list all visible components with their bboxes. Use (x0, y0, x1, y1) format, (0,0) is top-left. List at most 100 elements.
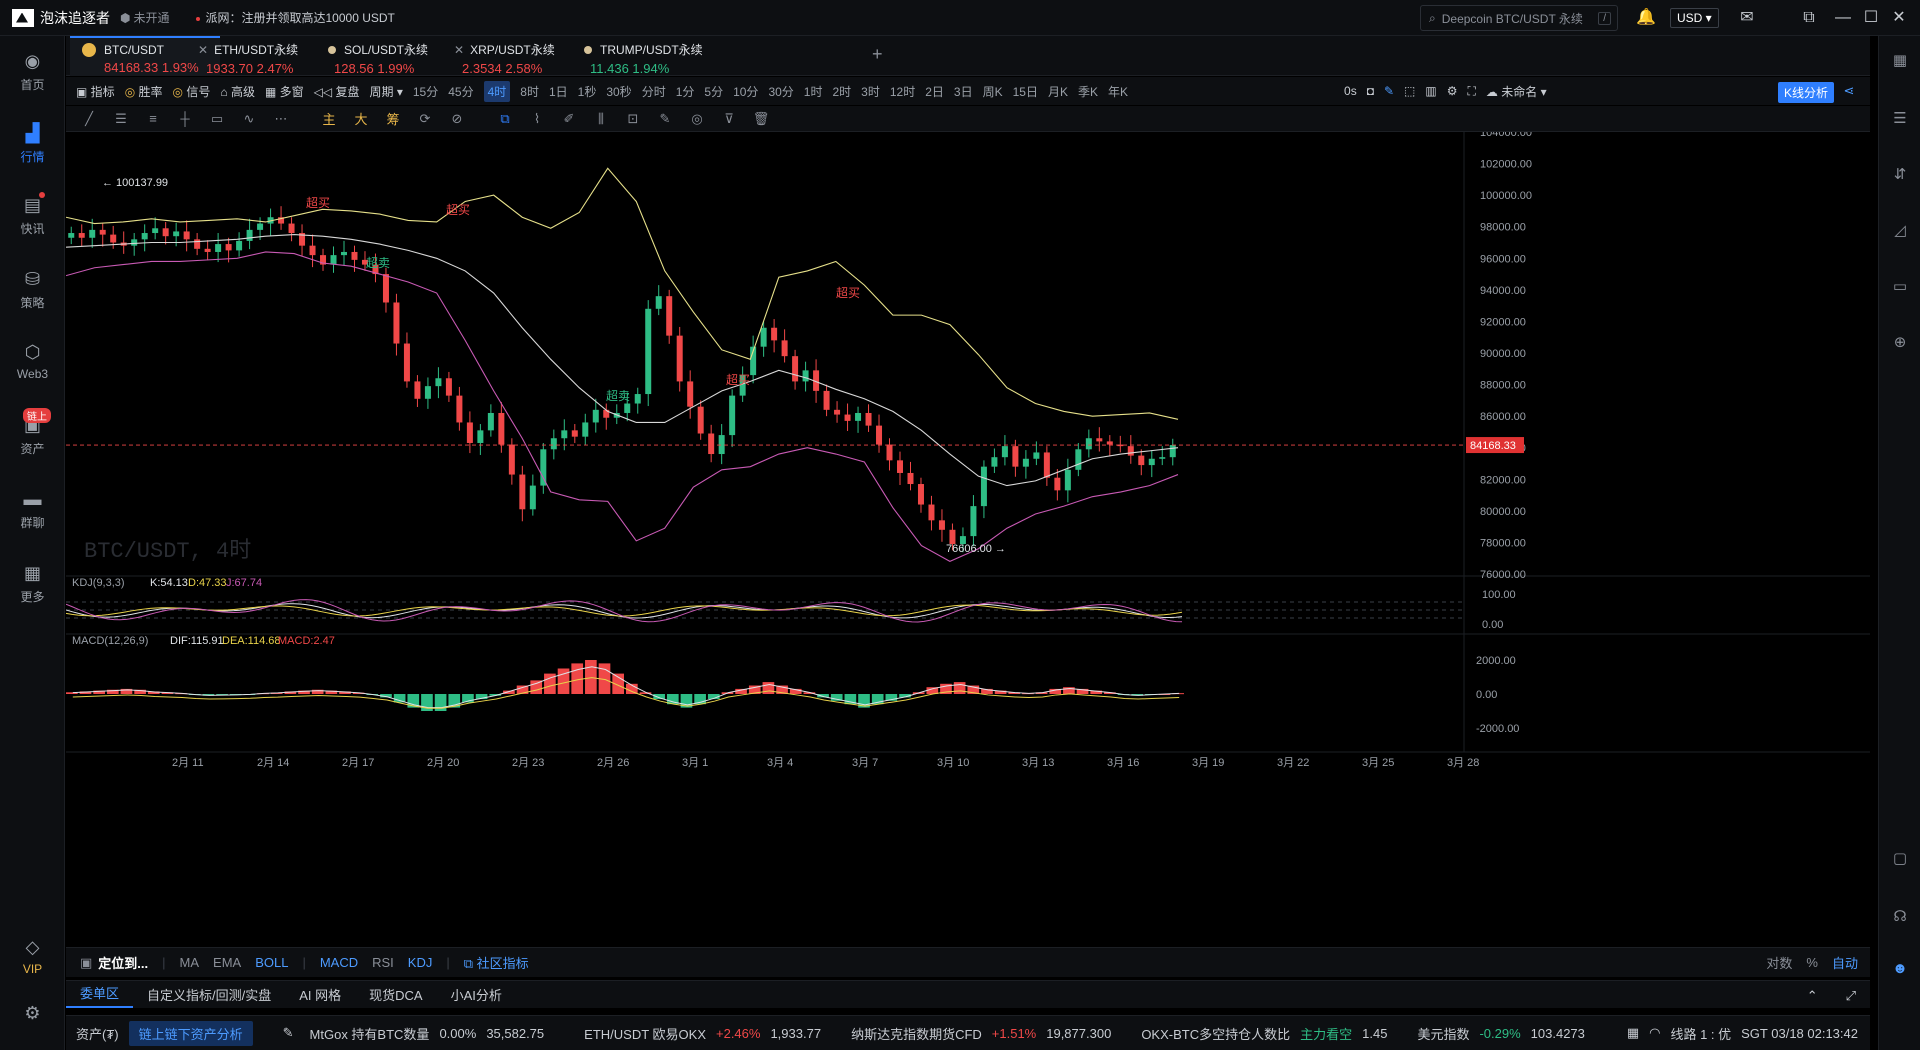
replay-button[interactable]: ◁◁ 复盘 (313, 84, 360, 99)
maximize-icon[interactable]: ☐ (1863, 9, 1879, 26)
sidebar-item-web3[interactable]: ⬡ Web3 (0, 341, 65, 381)
percent-button[interactable]: % (1806, 955, 1818, 970)
close-tab-icon[interactable]: ✕ (454, 42, 465, 57)
expand-icon[interactable]: ⤢ (1845, 988, 1856, 1003)
calculator-icon[interactable]: ▦ (1626, 1025, 1640, 1040)
trendline-icon[interactable]: ╱ (85, 110, 93, 126)
trash-icon[interactable]: 🗑 (752, 110, 770, 126)
data-icon[interactable]: ▭ (1892, 278, 1908, 295)
assistant-icon[interactable]: ☻ (1892, 960, 1908, 977)
sidebar-item-news[interactable]: ▤ 快讯 (0, 192, 65, 237)
main-tool[interactable]: 主 (322, 112, 336, 127)
period-3h[interactable]: 3时 (861, 84, 880, 99)
hline-icon[interactable]: ☰ (115, 110, 127, 126)
period-quarter[interactable]: 季K (1077, 84, 1098, 99)
period-15m[interactable]: 15分 (412, 84, 439, 99)
ruler-icon[interactable]: ⌇ (533, 110, 541, 126)
ticker-label[interactable]: 美元指数 (1417, 1026, 1470, 1042)
period-45m[interactable]: 45分 (448, 84, 474, 99)
tab-eth[interactable]: ✕ ETH/USDT永续 1933.70 2.47% (186, 36, 336, 77)
currency-select[interactable]: USD ▾ (1670, 8, 1719, 28)
period-8h[interactable]: 8时 (520, 84, 539, 99)
note-icon[interactable]: ✎ (659, 110, 671, 126)
wave-icon[interactable]: ∿ (243, 110, 255, 126)
community-indicators[interactable]: ⧉ 社区指标 (464, 953, 529, 972)
period-3d[interactable]: 3日 (953, 84, 973, 99)
rect-icon[interactable]: ▭ (210, 110, 224, 126)
promo-notice[interactable]: 派网：注册并领取高达10000 USDT (195, 9, 395, 26)
account-status[interactable]: ⬢ 未开通 (120, 9, 170, 26)
calendar-icon[interactable]: ▣ (80, 954, 93, 970)
period-1m[interactable]: 1分 (675, 84, 695, 99)
period-dropdown[interactable]: 周期 ▾ (369, 84, 403, 99)
ind-kdj[interactable]: KDJ (407, 955, 433, 970)
ticker-label[interactable]: ETH/USDT 欧易OKX (584, 1026, 706, 1042)
edit-icon[interactable]: ✎ (282, 1025, 294, 1040)
headset-icon[interactable]: ☊ (1893, 908, 1907, 925)
bell-icon[interactable]: 🔔 (1636, 9, 1656, 26)
tab-sol[interactable]: SOL/USDT永续 128.56 1.99% (314, 36, 464, 76)
chart-type-icon[interactable]: ▥ (1425, 84, 1437, 98)
period-15d[interactable]: 15日 (1012, 84, 1038, 99)
period-1h[interactable]: 1时 (803, 84, 823, 99)
frame-icon[interactable]: ⬚ (1404, 84, 1416, 98)
depth-icon[interactable]: ◿ (1894, 222, 1906, 239)
candles-icon[interactable]: ⫼ (598, 110, 604, 126)
settings-icon[interactable]: ⚙ (1446, 84, 1458, 98)
period-5m[interactable]: 5分 (704, 84, 724, 99)
assets-label[interactable]: 资产(₮) (76, 1026, 119, 1042)
layout-name-button[interactable]: ☁ 未命名 ▾ (1485, 84, 1547, 99)
orderbook-icon[interactable]: ☰ (1893, 110, 1907, 127)
collapse-icon[interactable]: ⌃ (1806, 988, 1818, 1003)
period-30s[interactable]: 30秒 (606, 84, 632, 99)
tab-trump[interactable]: TRUMP/USDT永续 11.436 1.94% (570, 36, 720, 76)
sidebar-item-strategy[interactable]: ⛁ 策略 (0, 268, 65, 311)
add-tab-icon[interactable]: + (872, 44, 883, 64)
eye-icon[interactable]: ◎ (691, 110, 703, 126)
period-12h[interactable]: 12时 (889, 84, 916, 99)
close-icon[interactable]: ✕ (1892, 9, 1906, 26)
copy-icon[interactable]: ⧉ (500, 110, 510, 126)
tab-ai-grid[interactable]: AI 网格 (299, 988, 342, 1003)
ind-ma[interactable]: MA (179, 955, 200, 970)
period-timeshare[interactable]: 分时 (641, 84, 666, 99)
price-chart[interactable]: 104000.00 102000.00 100000.00 98000.00 96000… (65, 127, 1870, 922)
sidebar-item-assets[interactable]: 链上 ▣ 资产 (0, 408, 65, 457)
layout-icon[interactable]: ▦ (1892, 52, 1908, 69)
sidebar-item-vip[interactable]: ◇ VIP (0, 936, 65, 976)
more-tools-icon[interactable]: ⋯ (274, 110, 288, 126)
period-month[interactable]: 月K (1047, 84, 1068, 99)
period-1s[interactable]: 1秒 (577, 84, 597, 99)
auto-button[interactable]: 自动 (1831, 956, 1858, 971)
winrate-button[interactable]: ◎ 胜率 (125, 83, 163, 100)
filter-icon[interactable]: ⊽ (724, 110, 734, 126)
pen-icon[interactable]: ✎ (1383, 84, 1395, 98)
brush-icon[interactable]: ✐ (563, 110, 575, 126)
search-box[interactable]: ⌕ Deepcoin BTC/USDT 永续 / (1420, 5, 1618, 31)
window-icon[interactable]: ▢ (1892, 850, 1908, 867)
locate-button[interactable]: 定位到... (98, 956, 149, 971)
ind-rsi[interactable]: RSI (372, 955, 394, 970)
magnet-icon[interactable]: ⊘ (451, 110, 463, 126)
period-30m[interactable]: 30分 (768, 84, 794, 99)
minimize-icon[interactable]: — (1835, 9, 1851, 26)
big-tool[interactable]: 大 (354, 112, 368, 127)
ind-macd[interactable]: MACD (319, 955, 359, 970)
tab-spot-dca[interactable]: 现货DCA (369, 988, 423, 1003)
camera-icon[interactable]: ◘ (1366, 84, 1374, 98)
ind-ema[interactable]: EMA (213, 955, 242, 970)
tab-xrp[interactable]: ✕ XRP/USDT永续 2.3534 2.58% (442, 36, 592, 77)
sidebar-item-market[interactable]: ▟ 行情 (0, 122, 65, 165)
period-4h[interactable]: 4时 (483, 80, 511, 102)
calc-icon[interactable]: ⊕ (1893, 334, 1907, 351)
line-status[interactable]: 线路 1 : 优 (1670, 1026, 1732, 1042)
ticker-label[interactable]: MtGox 持有BTC数量 (309, 1026, 430, 1042)
share-icon[interactable]: ⋖ (1843, 83, 1855, 98)
ray-icon[interactable]: ┼ (180, 111, 190, 126)
sidebar-item-home[interactable]: ◉ 首页 (0, 50, 65, 93)
fullscreen-icon[interactable]: ⛶ (1467, 83, 1476, 98)
log-scale-button[interactable]: 对数 (1766, 956, 1793, 971)
ind-boll[interactable]: BOLL (255, 955, 289, 970)
chart-area[interactable]: 104000.00 102000.00 100000.00 98000.00 96000… (65, 127, 1870, 922)
mail-icon[interactable]: ✉ (1740, 9, 1754, 26)
